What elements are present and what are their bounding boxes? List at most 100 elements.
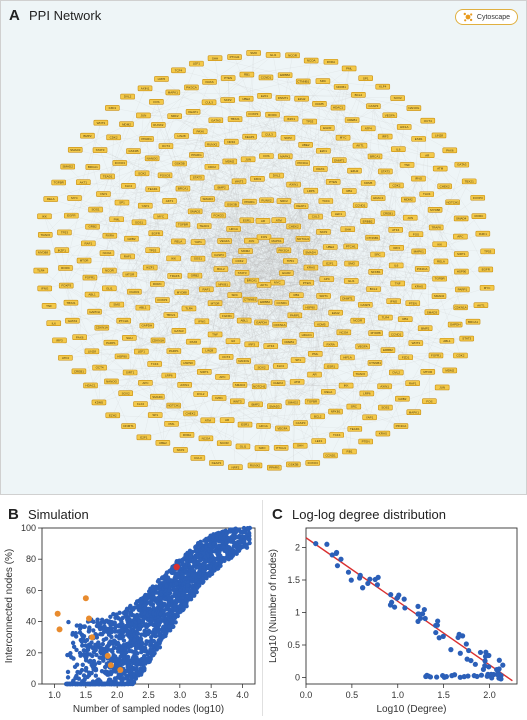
svg-text:IKZF1: IKZF1 [479,232,487,236]
svg-text:YAP1: YAP1 [194,240,202,244]
svg-text:CDKN1A: CDKN1A [273,323,285,327]
svg-text:VEGFA: VEGFA [277,427,287,431]
svg-text:FOXO3: FOXO3 [115,161,126,165]
svg-text:PARP1: PARP1 [290,313,300,317]
svg-text:FOXO3: FOXO3 [160,173,171,177]
svg-text:DNMT1: DNMT1 [123,424,134,428]
svg-text:SMAD2: SMAD2 [288,400,299,404]
svg-text:EGFR: EGFR [152,231,161,235]
svg-text:IKZF1: IKZF1 [287,117,295,121]
svg-text:HSP90: HSP90 [457,270,467,274]
svg-text:CASP3: CASP3 [360,303,370,307]
svg-text:EZH2: EZH2 [332,311,340,315]
svg-text:PARP1: PARP1 [169,349,179,353]
svg-text:IL6: IL6 [396,147,401,151]
svg-text:IFNG: IFNG [41,286,49,290]
svg-text:VEGFA: VEGFA [220,239,230,243]
svg-text:RXRA: RXRA [106,234,114,238]
svg-text:BCL2: BCL2 [355,93,363,97]
svg-text:RORC: RORC [153,282,163,286]
svg-text:NANOG: NANOG [238,359,250,363]
svg-text:SMAD2: SMAD2 [190,209,201,213]
svg-text:SOX2: SOX2 [122,391,130,395]
svg-text:CTNNB1: CTNNB1 [244,298,256,302]
svg-text:NCOA: NCOA [202,436,211,440]
svg-text:GAPDH: GAPDH [256,321,267,325]
svg-text:0.5: 0.5 [346,690,359,700]
svg-text:GSK3B: GSK3B [288,463,298,467]
svg-text:RORC: RORC [268,113,278,117]
svg-text:MTOR: MTOR [80,259,90,263]
svg-text:CTNNB1: CTNNB1 [369,361,381,365]
svg-text:RB1: RB1 [402,317,408,321]
svg-text:AXIN1: AXIN1 [380,384,389,388]
svg-text:TLR4: TLR4 [37,269,45,273]
svg-text:CDK2: CDK2 [110,135,118,139]
svg-text:KEAP1: KEAP1 [245,135,255,139]
svg-text:GRB2: GRB2 [127,237,136,241]
svg-text:E2F1: E2F1 [326,261,334,265]
svg-text:RB1: RB1 [244,73,250,77]
svg-text:CREB1: CREB1 [347,118,357,122]
svg-text:GATA3: GATA3 [68,319,78,323]
svg-text:NOTCH1: NOTCH1 [297,237,310,241]
svg-text:UBE2: UBE2 [242,97,250,101]
svg-text:NFKB1: NFKB1 [218,282,228,286]
svg-text:GRB2: GRB2 [398,397,407,401]
svg-text:NFKB1: NFKB1 [331,410,341,414]
svg-text:MYD88: MYD88 [430,208,440,212]
svg-text:FGFR1: FGFR1 [85,276,95,280]
svg-text:ESR1: ESR1 [327,364,335,368]
svg-text:FZD1: FZD1 [254,177,262,181]
svg-text:SP1: SP1 [295,358,301,362]
svg-text:SOS1: SOS1 [135,220,143,224]
svg-text:2.5: 2.5 [142,690,155,700]
svg-text:HIF1A: HIF1A [343,355,352,359]
svg-text:VEGFA: VEGFA [385,113,395,117]
svg-text:0.0: 0.0 [300,690,313,700]
svg-text:1.5: 1.5 [80,690,93,700]
svg-text:CDKN1A: CDKN1A [96,326,108,330]
svg-text:KRAS: KRAS [415,285,423,289]
svg-text:SMAD3: SMAD3 [269,404,280,408]
svg-text:NCOR: NCOR [105,269,115,273]
svg-text:SMO: SMO [259,446,267,450]
svg-text:PTCH1: PTCH1 [276,446,286,450]
panel-a-title: PPI Network [29,8,101,23]
svg-text:NRF2: NRF2 [171,114,179,118]
svg-text:SHH: SHH [212,56,218,60]
svg-text:GRB2: GRB2 [88,225,97,229]
svg-text:HIF1A: HIF1A [229,227,238,231]
svg-text:LRP6: LRP6 [158,77,166,81]
svg-text:CUL3: CUL3 [205,100,213,104]
svg-text:TCF4: TCF4 [151,362,159,366]
svg-text:CDK2: CDK2 [456,354,464,358]
svg-text:SP1: SP1 [363,76,369,80]
svg-text:CCND1: CCND1 [325,454,336,458]
svg-text:Log10 (Number of nodes): Log10 (Number of nodes) [268,549,279,663]
svg-text:WNT3: WNT3 [233,399,242,403]
svg-text:PAX6: PAX6 [196,129,204,133]
svg-text:TRAF6: TRAF6 [170,274,180,278]
svg-text:PML: PML [114,217,121,221]
svg-text:DVL2: DVL2 [124,95,132,99]
svg-text:KRAS: KRAS [307,266,315,270]
svg-text:ATF4: ATF4 [392,228,399,232]
svg-text:LIN28: LIN28 [205,349,213,353]
svg-text:PTEN: PTEN [409,301,417,305]
svg-text:FOS: FOS [413,232,419,236]
svg-text:HDAC1: HDAC1 [373,196,384,200]
svg-text:MDM2: MDM2 [225,160,234,164]
svg-text:WNT3: WNT3 [235,179,244,183]
svg-text:KRAS: KRAS [379,432,387,436]
svg-text:NOTCH1: NOTCH1 [167,404,180,408]
svg-text:SP1: SP1 [152,413,158,417]
svg-text:PTEN: PTEN [224,76,232,80]
svg-text:IKK: IKK [437,242,442,246]
svg-text:IKK: IKK [344,384,349,388]
svg-text:ABL1: ABL1 [88,293,96,297]
svg-text:GAPDH: GAPDH [450,323,461,327]
network-visualization: TP53EGFRMYCAKT1BRCA1STAT3CDK2MDM2JUNFOSM… [1,1,527,496]
svg-text:ABL1: ABL1 [241,319,249,323]
svg-text:BRCA1: BRCA1 [247,279,257,283]
